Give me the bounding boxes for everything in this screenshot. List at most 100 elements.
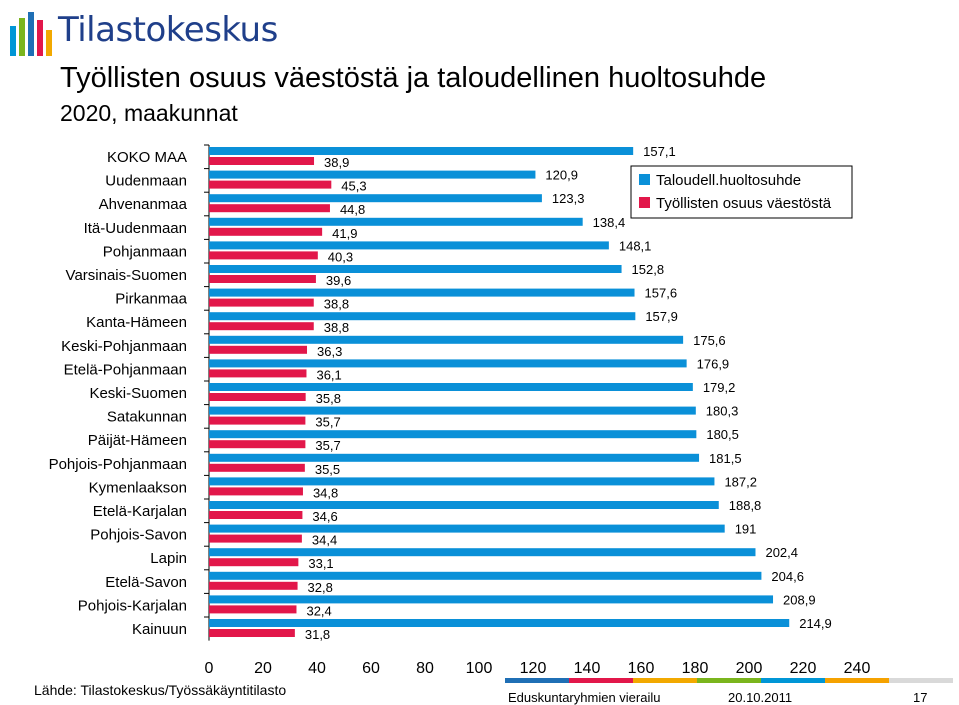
bar-tyollisten-osuus <box>209 511 303 519</box>
x-tick-label: 60 <box>362 660 380 677</box>
category-label: Uudenmaan <box>105 173 187 190</box>
footer-event: Eduskuntaryhmien vierailu <box>508 690 661 705</box>
data-label-tyollisten-osuus: 36,1 <box>316 367 341 382</box>
bar-tyollisten-osuus <box>209 534 302 543</box>
data-label-taloudell-huoltosuhde: 181,5 <box>709 451 742 466</box>
bar-taloudell-huoltosuhde <box>209 217 583 226</box>
data-label-tyollisten-osuus: 39,6 <box>326 273 351 288</box>
x-tick-label: 20 <box>254 660 272 677</box>
bar-taloudell-huoltosuhde <box>209 288 635 297</box>
bar-taloudell-huoltosuhde <box>209 548 756 557</box>
bar-tyollisten-osuus <box>209 487 303 496</box>
bar-tyollisten-osuus <box>209 227 323 236</box>
data-label-tyollisten-osuus: 31,8 <box>305 627 330 642</box>
category-label: Kymenlaakson <box>89 479 187 496</box>
category-label: Päijät-Hämeen <box>88 432 187 449</box>
x-tick-label: 180 <box>682 660 709 677</box>
data-label-taloudell-huoltosuhde: 152,8 <box>632 262 665 277</box>
bar-tyollisten-osuus <box>209 204 330 213</box>
data-label-taloudell-huoltosuhde: 187,2 <box>724 474 757 489</box>
bar-tyollisten-osuus <box>209 275 316 283</box>
data-label-taloudell-huoltosuhde: 148,1 <box>619 238 652 253</box>
category-label: Varsinais-Suomen <box>66 267 187 284</box>
data-label-taloudell-huoltosuhde: 138,4 <box>593 215 626 230</box>
bar-taloudell-huoltosuhde <box>209 147 634 155</box>
data-label-tyollisten-osuus: 34,4 <box>312 533 337 548</box>
bar-tyollisten-osuus <box>209 581 298 590</box>
footer-color-segment <box>505 678 569 683</box>
x-tick-label: 0 <box>205 660 214 677</box>
bar-tyollisten-osuus <box>209 251 318 260</box>
data-label-taloudell-huoltosuhde: 120,9 <box>545 168 578 183</box>
data-label-taloudell-huoltosuhde: 179,2 <box>703 380 736 395</box>
legend-swatch-tyollisten-osuus <box>639 197 650 208</box>
x-tick-label: 240 <box>844 660 871 677</box>
data-label-taloudell-huoltosuhde: 123,3 <box>552 191 585 206</box>
data-label-tyollisten-osuus: 38,9 <box>324 155 349 170</box>
category-label: Pohjanmaan <box>103 243 187 260</box>
bar-tyollisten-osuus <box>209 345 308 354</box>
bar-taloudell-huoltosuhde <box>209 383 693 391</box>
category-label: Etelä-Savon <box>105 574 187 591</box>
bar-tyollisten-osuus <box>209 369 307 378</box>
data-label-tyollisten-osuus: 32,8 <box>308 580 333 595</box>
bar-taloudell-huoltosuhde <box>209 619 790 627</box>
category-label: Pohjois-Pohjanmaan <box>49 456 187 473</box>
bar-taloudell-huoltosuhde <box>209 406 696 415</box>
bar-tyollisten-osuus <box>209 393 306 401</box>
bar-tyollisten-osuus <box>209 558 299 567</box>
footer-date: 20.10.2011 <box>728 690 793 705</box>
category-label: Satakunnan <box>107 409 187 426</box>
x-tick-label: 140 <box>574 660 601 677</box>
bar-tyollisten-osuus <box>209 322 314 331</box>
bar-tyollisten-osuus <box>209 180 332 189</box>
legend-label-taloudell-huoltosuhde: Taloudell.huoltosuhde <box>656 172 801 189</box>
data-label-taloudell-huoltosuhde: 180,3 <box>706 404 739 419</box>
category-label: Pohjois-Karjalan <box>78 597 187 614</box>
x-tick-label: 220 <box>790 660 817 677</box>
data-label-tyollisten-osuus: 45,3 <box>341 179 366 194</box>
bar-taloudell-huoltosuhde <box>209 430 697 439</box>
x-tick-label: 40 <box>308 660 326 677</box>
bar-taloudell-huoltosuhde <box>209 359 687 368</box>
footer-page-number: 17 <box>913 690 928 705</box>
bar-taloudell-huoltosuhde <box>209 265 622 273</box>
data-label-taloudell-huoltosuhde: 204,6 <box>771 569 804 584</box>
data-label-taloudell-huoltosuhde: 176,9 <box>697 356 730 371</box>
category-label: Keski-Pohjanmaan <box>61 338 187 355</box>
data-label-tyollisten-osuus: 32,4 <box>306 603 331 618</box>
bar-taloudell-huoltosuhde <box>209 571 762 580</box>
category-label: Pirkanmaa <box>115 291 187 308</box>
bar-taloudell-huoltosuhde <box>209 501 719 509</box>
data-label-tyollisten-osuus: 41,9 <box>332 226 357 241</box>
footer-color-segment <box>761 678 825 683</box>
footer-color-segment <box>569 678 633 683</box>
x-tick-label: 200 <box>736 660 763 677</box>
data-label-taloudell-huoltosuhde: 214,9 <box>799 616 832 631</box>
data-label-taloudell-huoltosuhde: 180,5 <box>706 427 739 442</box>
data-label-tyollisten-osuus: 35,8 <box>316 391 341 406</box>
page-subtitle: 2020, maakunnat <box>60 100 238 126</box>
data-label-tyollisten-osuus: 34,8 <box>313 485 338 500</box>
bar-taloudell-huoltosuhde <box>209 595 774 604</box>
data-label-taloudell-huoltosuhde: 191 <box>735 522 757 537</box>
logo-text: Tilastokeskus <box>58 10 278 50</box>
bar-tyollisten-osuus <box>209 463 305 472</box>
bar-tyollisten-osuus <box>209 157 315 165</box>
data-label-taloudell-huoltosuhde: 208,9 <box>783 592 816 607</box>
data-label-tyollisten-osuus: 40,3 <box>328 249 353 264</box>
data-label-taloudell-huoltosuhde: 202,4 <box>765 545 798 560</box>
data-label-tyollisten-osuus: 34,6 <box>312 509 337 524</box>
source-note: Lähde: Tilastokeskus/Työssäkäyntitilasto <box>34 682 287 698</box>
bar-taloudell-huoltosuhde <box>209 312 636 321</box>
bar-taloudell-huoltosuhde <box>209 524 725 533</box>
tilastokeskus-logo-icon <box>10 12 52 56</box>
data-label-tyollisten-osuus: 44,8 <box>340 202 365 217</box>
bar-taloudell-huoltosuhde <box>209 194 542 203</box>
category-label: KOKO MAA <box>107 149 187 166</box>
bar-taloudell-huoltosuhde <box>209 453 700 462</box>
category-label: Itä-Uudenmaan <box>84 220 187 237</box>
x-tick-label: 80 <box>416 660 434 677</box>
footer-color-segment <box>825 678 889 683</box>
